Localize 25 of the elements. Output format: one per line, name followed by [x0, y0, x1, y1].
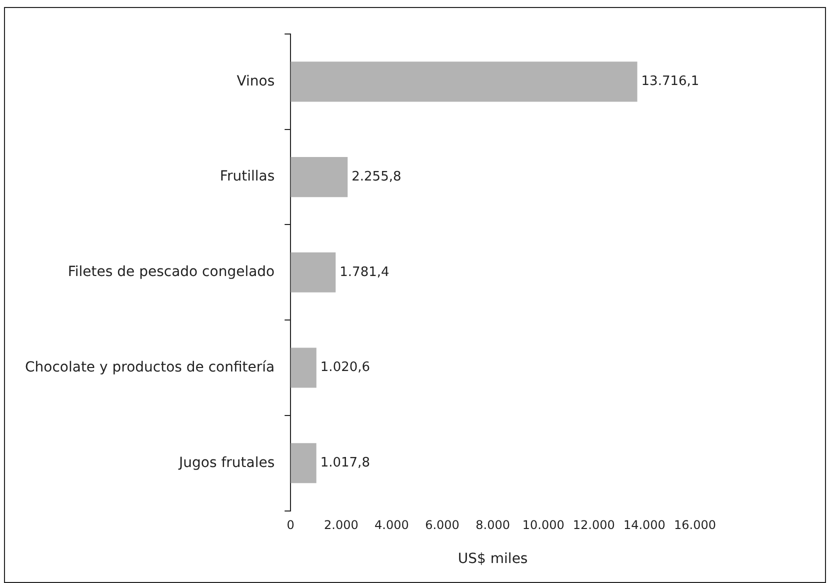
bar [290, 252, 336, 292]
data-label: 1.020,6 [320, 360, 370, 376]
x-tick-label: 0 [286, 518, 294, 532]
x-tick-label: 4.000 [374, 518, 409, 532]
x-tick-label: 2.000 [324, 518, 358, 532]
bar [290, 157, 348, 198]
x-tick-label: 6.000 [425, 518, 460, 532]
x-tick-label: 14.000 [623, 518, 666, 532]
data-label: 13.716,1 [641, 74, 700, 90]
x-tick-label: 16.000 [674, 518, 716, 532]
y-tick-label: Filetes de pescado congelado [68, 264, 275, 280]
y-tick-label: Vinos [236, 73, 275, 90]
data-label: 2.255,8 [352, 169, 402, 184]
y-tick-label: Jugos frutales [178, 454, 275, 471]
data-label: 1.017,8 [320, 455, 370, 470]
bar [290, 443, 316, 484]
bar [290, 62, 638, 102]
x-tick-label: 10.000 [522, 518, 564, 532]
bar [290, 348, 316, 388]
data-label: 1.781,4 [340, 264, 390, 280]
x-tick-label: 8.000 [476, 518, 510, 532]
x-tick-label: 12.000 [572, 518, 615, 532]
x-axis-title: US$ miles [458, 551, 528, 568]
y-tick-label: Chocolate y productos de confitería [24, 359, 275, 376]
y-tick-label: Frutillas [220, 168, 275, 185]
